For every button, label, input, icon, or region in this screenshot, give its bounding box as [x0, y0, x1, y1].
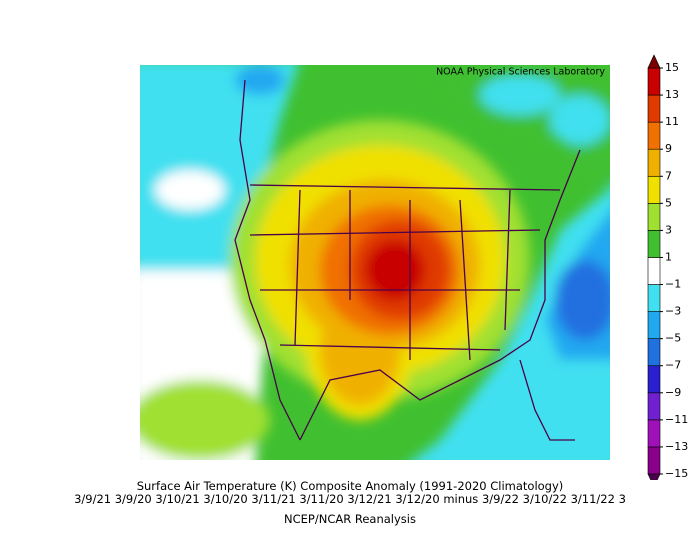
colorbar-tick-label: −5 — [665, 332, 681, 345]
colorbar-bin — [647, 175, 661, 204]
colorbar-bin — [647, 203, 661, 231]
colorbar-tick-label: −3 — [665, 305, 681, 318]
colorbar-tick-label: 3 — [665, 223, 672, 236]
colorbar-bin — [647, 257, 661, 285]
colorbar-bin — [647, 121, 661, 150]
colorbar-bin — [647, 446, 661, 475]
colorbar: 15 13 11 9 7 5 3 1 −1 −3 −5 −7 −9 −11 −13 −15 — [647, 54, 688, 480]
colorbar-bin — [647, 284, 661, 312]
colorbar-bin — [647, 338, 661, 367]
colorbar-tick-label: −1 — [665, 278, 681, 291]
colorbar-tick-label: 15 — [665, 61, 679, 74]
colorbar-bin — [647, 148, 661, 177]
map — [140, 65, 610, 460]
colorbar-tick-label: −7 — [665, 359, 681, 372]
colorbar-bin — [647, 311, 661, 339]
colorbar-bin — [647, 365, 661, 394]
colorbar-bin — [647, 67, 661, 96]
colorbar-tick-label: −15 — [665, 467, 688, 480]
colorbar-tick-label: 11 — [665, 115, 679, 128]
colorbar-tick-label: −11 — [665, 413, 688, 426]
colorbar-over — [647, 54, 661, 69]
colorbar-bin — [647, 230, 661, 258]
colorbar-bin — [647, 419, 661, 448]
colorbar-bin — [647, 94, 661, 123]
colorbar-tick-label: 7 — [665, 169, 672, 182]
map-figure: NOAA Physical Sciences Laboratory 151311… — [140, 54, 688, 480]
colorbar-tick-label: 13 — [665, 88, 679, 101]
colorbar-bin — [647, 392, 661, 421]
caption-title: Surface Air Temperature (K) Composite An… — [136, 479, 564, 493]
colorbar-tick-label: −13 — [665, 440, 688, 453]
colorbar-tick-label: 5 — [665, 196, 672, 209]
colorbar-tick-label: 1 — [665, 250, 672, 263]
caption-source: NCEP/NCAR Reanalysis — [284, 512, 416, 526]
colorbar-under — [647, 473, 661, 480]
colorbar-tick-label: 9 — [665, 142, 672, 155]
caption-dates: 3/9/21 3/9/20 3/10/21 3/10/20 3/11/21 3/… — [74, 492, 626, 506]
colorbar-tick-label: −9 — [665, 386, 681, 399]
source-label: NOAA Physical Sciences Laboratory — [436, 67, 605, 78]
